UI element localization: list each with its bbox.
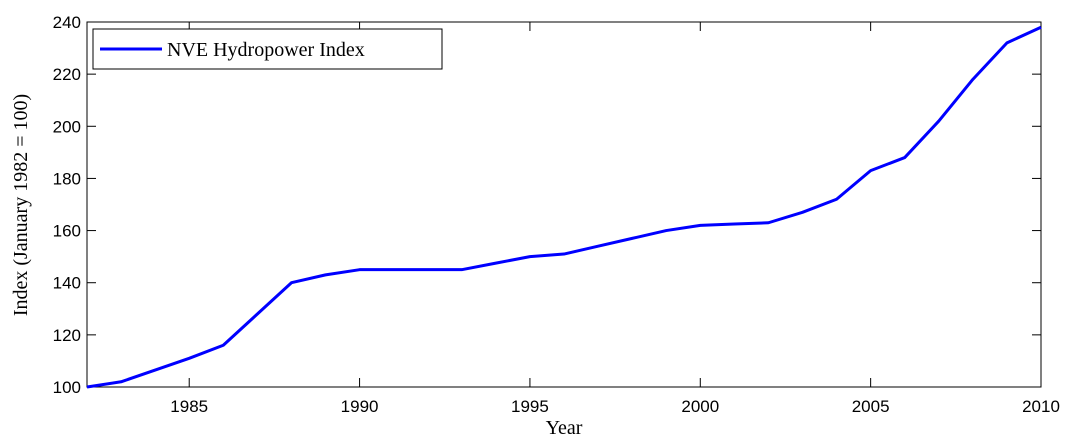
- y-tick-label: 120: [53, 326, 81, 345]
- x-tick-label: 2000: [681, 397, 719, 416]
- legend-label: NVE Hydropower Index: [167, 39, 365, 61]
- y-tick-label: 180: [53, 169, 81, 188]
- x-tick-label: 1995: [511, 397, 549, 416]
- data-line: [86, 25, 1042, 389]
- plot-frame: [86, 21, 1042, 388]
- x-tick-label: 1985: [170, 397, 208, 416]
- x-tick-label: 1990: [341, 397, 379, 416]
- x-axis-label: Year: [546, 417, 583, 439]
- y-axis-label: Index (January 1982 = 100): [10, 94, 32, 316]
- y-tick-label: 200: [53, 117, 81, 136]
- y-tick-label: 240: [53, 13, 81, 32]
- y-tick-label: 140: [53, 274, 81, 293]
- y-tick-label: 100: [53, 378, 81, 397]
- x-tick-label: 2005: [852, 397, 890, 416]
- y-tick-label: 160: [53, 222, 81, 241]
- x-tick-label: 2010: [1022, 397, 1060, 416]
- y-tick-label: 220: [53, 65, 81, 84]
